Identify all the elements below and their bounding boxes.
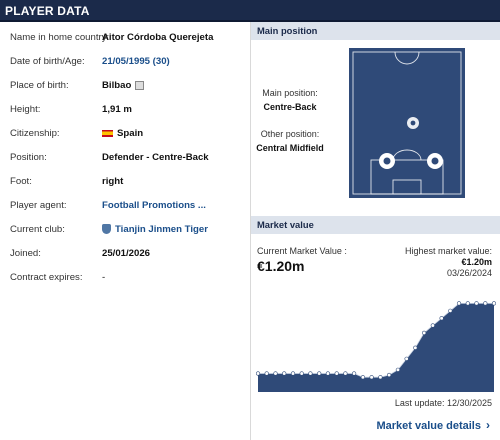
market-value-point[interactable] <box>430 323 435 328</box>
row-height: Height: 1,91 m <box>0 98 250 122</box>
market-value-point[interactable] <box>308 371 313 376</box>
club-crest-icon <box>102 224 111 235</box>
market-value-point[interactable] <box>325 371 330 376</box>
label-foot: Foot: <box>10 176 32 187</box>
market-value-point[interactable] <box>413 345 418 350</box>
market-value-point[interactable] <box>299 371 304 376</box>
market-value-point[interactable] <box>474 301 479 306</box>
market-value-point[interactable] <box>334 371 339 376</box>
highest-market-value-label: Highest market value: <box>404 246 492 256</box>
market-value-point[interactable] <box>465 301 470 306</box>
row-current-club: Current club: Tianjin Jinmen Tiger <box>0 218 250 242</box>
market-value-point[interactable] <box>422 330 427 336</box>
market-value-title: Market value <box>257 219 314 230</box>
market-value-point[interactable] <box>483 301 488 306</box>
market-value-details-link[interactable]: Market value details › <box>376 418 490 432</box>
main-position-header: Main position <box>251 22 500 40</box>
market-value-header: Market value <box>251 216 500 234</box>
row-citizenship: Citizenship: Spain <box>0 122 250 146</box>
other-position-marker <box>407 117 419 129</box>
row-position: Position: Defender - Centre-Back <box>0 146 250 170</box>
value-height: 1,91 m <box>102 104 132 115</box>
market-value-details-label[interactable]: Market value details <box>376 420 481 432</box>
market-value-point[interactable] <box>282 371 287 376</box>
market-value-point[interactable] <box>491 301 496 306</box>
market-value-point[interactable] <box>439 316 444 321</box>
label-contract-expires: Contract expires: <box>10 272 83 283</box>
label-name-home: Name in home country: <box>10 32 110 43</box>
value-name-home: Aitor Córdoba Querejeta <box>102 32 214 43</box>
label-position: Position: <box>10 152 47 163</box>
main-position-marker-left <box>379 153 395 169</box>
market-value-point[interactable] <box>317 371 322 376</box>
market-value-chart[interactable] <box>256 286 496 392</box>
label-joined: Joined: <box>10 248 41 259</box>
player-data-header: PLAYER DATA <box>0 0 500 22</box>
market-value-point[interactable] <box>273 371 278 376</box>
pitch-goal-box <box>392 179 422 195</box>
pitch-top-arc <box>394 51 420 65</box>
row-place-of-birth: Place of birth: Bilbao <box>0 74 250 98</box>
main-position-title: Main position <box>257 25 318 36</box>
pitch-penalty-arc <box>392 149 422 161</box>
value-place-of-birth-wrap: Bilbao <box>102 80 145 91</box>
market-value-point[interactable] <box>351 371 357 376</box>
label-current-club: Current club: <box>10 224 65 235</box>
market-value-point[interactable] <box>448 308 453 313</box>
player-data-title: PLAYER DATA <box>5 4 90 18</box>
value-citizenship: Spain <box>117 128 144 139</box>
last-update-text: Last update: 12/30/2025 <box>394 398 492 408</box>
other-position-value: Central Midfield <box>256 143 324 153</box>
row-name-home: Name in home country: Aitor Córdoba Quer… <box>0 26 250 50</box>
market-value-point[interactable] <box>290 371 296 376</box>
value-date-of-birth-link[interactable]: 21/05/1995 (30) <box>102 56 170 67</box>
position-pitch <box>349 48 465 198</box>
value-current-club-link[interactable]: Tianjin Jinmen Tiger <box>115 224 208 235</box>
value-current-club-link-wrap[interactable]: Tianjin Jinmen Tiger <box>102 224 208 235</box>
label-date-of-birth: Date of birth/Age: <box>10 56 85 67</box>
value-player-agent-link[interactable]: Football Promotions ... <box>102 200 206 211</box>
label-place-of-birth: Place of birth: <box>10 80 69 91</box>
label-citizenship: Citizenship: <box>10 128 60 139</box>
row-contract-expires: Contract expires: - <box>0 266 250 290</box>
market-value-point[interactable] <box>264 371 269 376</box>
market-value-point[interactable] <box>343 371 348 376</box>
market-value-line <box>258 303 494 378</box>
label-player-agent: Player agent: <box>10 200 67 211</box>
market-value-point[interactable] <box>456 301 462 306</box>
market-value-point[interactable] <box>256 371 261 376</box>
main-position-value: Centre-Back <box>263 102 317 112</box>
value-contract-expires: - <box>102 272 106 283</box>
value-place-of-birth: Bilbao <box>102 80 132 91</box>
market-value-points <box>256 301 496 380</box>
market-value-area <box>258 303 494 392</box>
label-height: Height: <box>10 104 41 115</box>
market-value-point[interactable] <box>404 356 409 361</box>
main-position-label: Main position: <box>262 88 318 98</box>
value-joined: 25/01/2026 <box>102 248 151 259</box>
market-value-point[interactable] <box>395 367 400 372</box>
flag-placeholder-icon <box>135 80 145 90</box>
highest-market-value-date: 03/26/2024 <box>446 268 492 278</box>
other-position-label: Other position: <box>260 129 320 139</box>
row-foot: Foot: right <box>0 170 250 194</box>
chevron-right-icon: › <box>486 418 490 432</box>
value-citizenship-wrap: Spain <box>102 128 143 139</box>
highest-market-value: €1.20m <box>461 257 492 267</box>
market-value-point[interactable] <box>378 375 383 380</box>
market-value-point[interactable] <box>360 375 365 380</box>
row-joined: Joined: 25/01/2026 <box>0 242 250 266</box>
main-position-marker-right <box>427 153 443 169</box>
column-divider <box>250 22 251 440</box>
spain-flag-icon <box>102 129 113 137</box>
row-date-of-birth: Date of birth/Age: 21/05/1995 (30) <box>0 50 250 74</box>
market-value-point[interactable] <box>387 372 392 378</box>
value-foot: right <box>102 176 124 187</box>
current-market-value-label: Current Market Value : <box>257 246 347 256</box>
value-position: Defender - Centre-Back <box>102 152 209 163</box>
row-player-agent: Player agent: Football Promotions ... <box>0 194 250 218</box>
market-value-point[interactable] <box>369 375 374 380</box>
current-market-value: €1.20m <box>257 258 305 274</box>
